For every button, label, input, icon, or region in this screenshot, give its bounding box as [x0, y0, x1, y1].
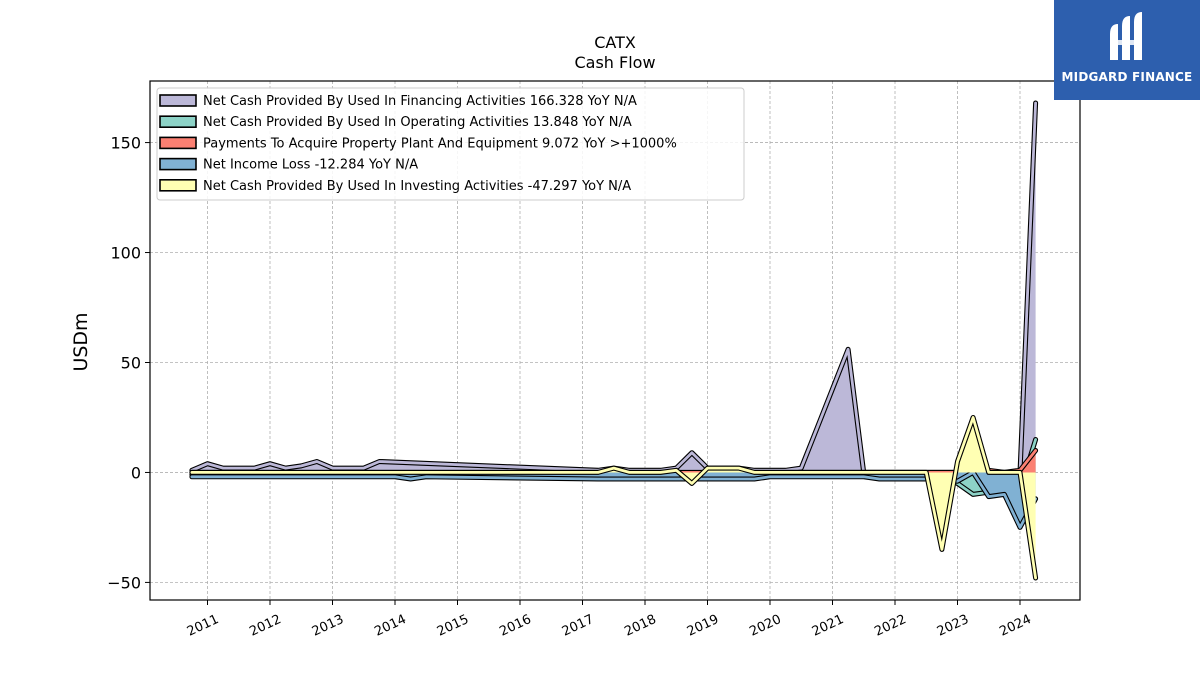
y-tick-label: 50 [121, 353, 141, 372]
x-tick-label: 2021 [810, 612, 846, 640]
x-tick-label: 2011 [185, 612, 221, 640]
chart-subtitle: Cash Flow [574, 53, 655, 72]
y-axis-label: USDm [70, 312, 92, 371]
legend-entry: Net Cash Provided By Used In Financing A… [203, 94, 637, 109]
legend-swatch [159, 94, 197, 107]
y-tick-label: −50 [107, 573, 141, 592]
legend-box [156, 87, 745, 201]
legend-swatch [159, 115, 197, 128]
series-outline-4 [189, 469, 1039, 530]
y-tick-label: 0 [131, 463, 141, 482]
x-tick-label: 2022 [872, 612, 908, 640]
x-tick-label: 2018 [622, 612, 658, 640]
x-tick-label: 2016 [497, 612, 533, 640]
y-tick-label: 100 [110, 244, 141, 263]
legend-swatch [159, 179, 197, 192]
legend-entry: Net Cash Provided By Used In Operating A… [203, 115, 632, 130]
x-tick-label: 2014 [372, 612, 408, 640]
series-area-5 [191, 417, 1036, 578]
x-tick-label: 2019 [685, 612, 721, 640]
series-outline-5 [189, 415, 1039, 581]
legend-entry: Net Income Loss -12.284 YoY N/A [203, 158, 418, 173]
x-tick-label: 2017 [560, 612, 596, 640]
x-tick-label: 2015 [435, 612, 471, 640]
legend-entry: Payments To Acquire Property Plant And E… [203, 136, 677, 151]
midgard-logo-icon [1110, 12, 1142, 60]
legend: Net Cash Provided By Used In Financing A… [156, 87, 745, 201]
x-tick-label: 2023 [935, 612, 971, 640]
plot-area [189, 100, 1039, 581]
brand-logo: MIDGARD FINANCE [1054, 0, 1200, 100]
legend-swatch [159, 157, 197, 171]
y-tick-label: 150 [110, 134, 141, 153]
brand-name: MIDGARD FINANCE [1061, 70, 1193, 84]
legend-entry: Net Cash Provided By Used In Investing A… [203, 179, 631, 194]
x-tick-label: 2024 [997, 612, 1033, 640]
axes-frame [149, 80, 1081, 601]
x-tick-label: 2012 [247, 612, 283, 640]
legend-swatch [159, 136, 197, 150]
series-line-5 [190, 416, 1037, 580]
x-tick-label: 2020 [747, 612, 783, 640]
chart-title: CATX [594, 33, 636, 52]
x-tick-label: 2013 [310, 612, 346, 640]
